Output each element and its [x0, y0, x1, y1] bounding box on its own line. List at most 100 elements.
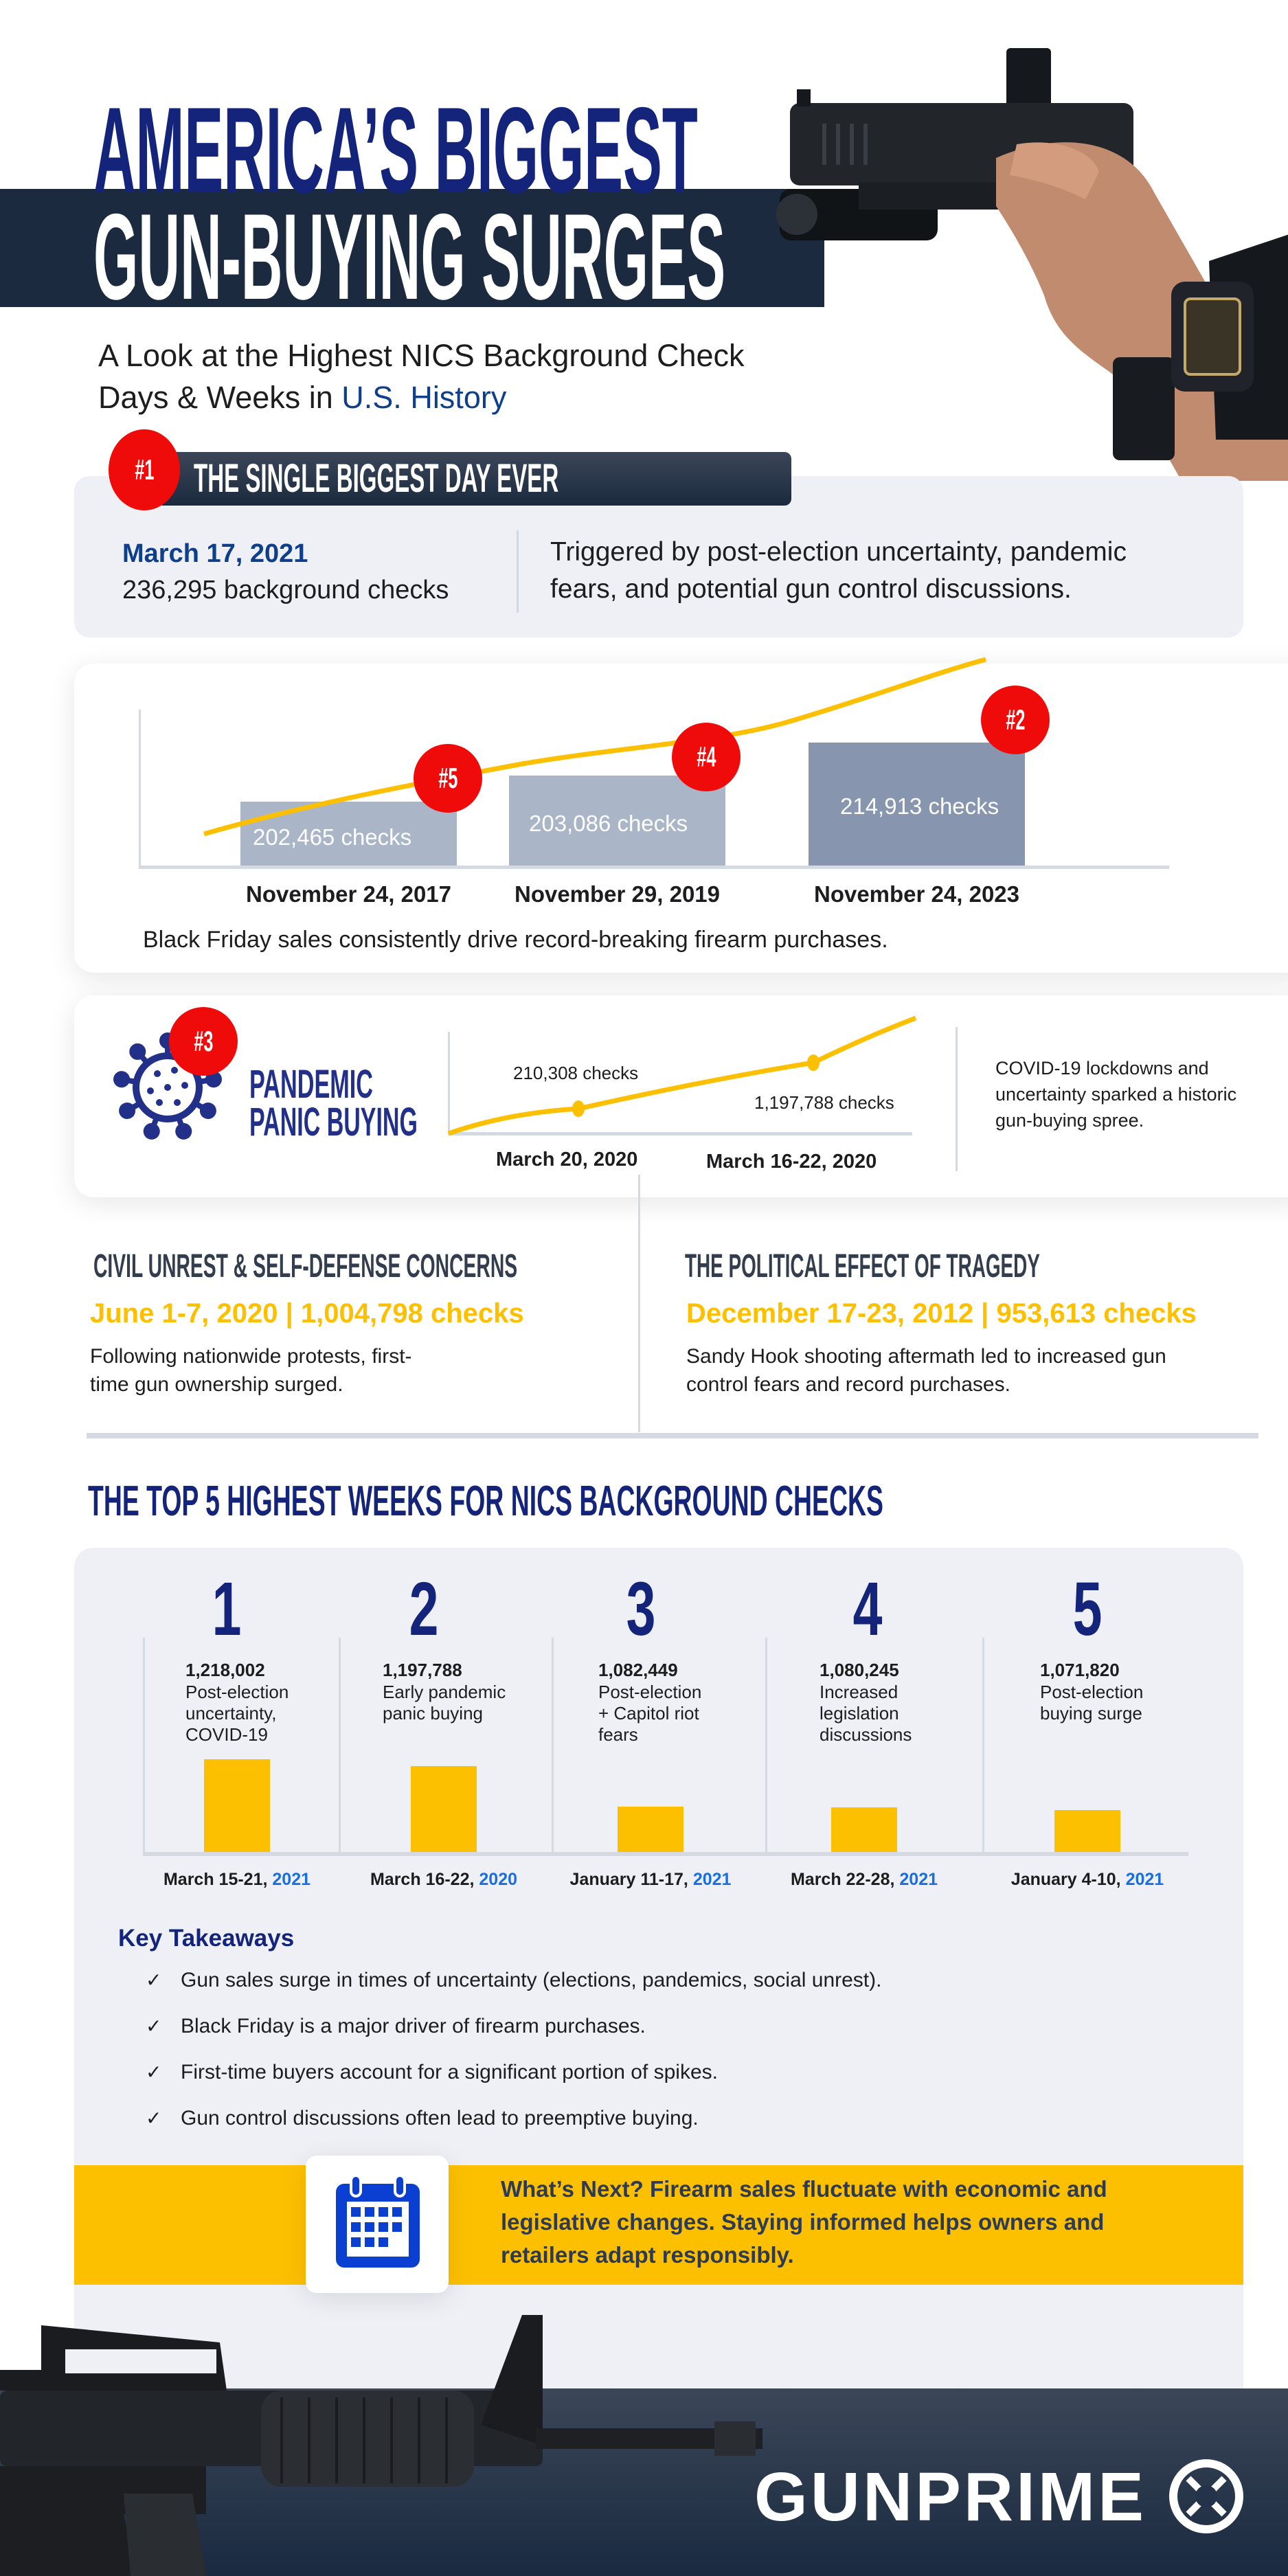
pandemic-trend: [447, 1015, 917, 1136]
rank-number: 4: [852, 1567, 883, 1651]
column-divider: [765, 1638, 767, 1853]
rank-badge-5: #5: [414, 744, 482, 813]
biggest-day-date: March 17, 2021: [122, 539, 308, 568]
week-date: March 22-28, 2021: [775, 1870, 953, 1890]
subtitle-line-1: A Look at the Highest NICS Background Ch…: [98, 338, 745, 373]
date-label-2023: November 24, 2023: [813, 881, 1019, 907]
subtitle-plain: Days & Weeks in: [98, 380, 342, 415]
rank-badge-text: #1: [134, 453, 155, 486]
whats-next-band: [74, 2165, 1243, 2285]
takeaway-item: Gun sales surge in times of uncertainty …: [181, 1969, 882, 1991]
crosshair-logo-icon: [1169, 2459, 1243, 2533]
pandemic-card: [74, 995, 1288, 1197]
takeaways-heading: Key Takeaways: [118, 1925, 295, 1952]
data-point-march-16-22: [807, 1054, 820, 1071]
point-date-2: March 16-22, 2020: [706, 1151, 877, 1173]
rank-number: 1: [212, 1567, 242, 1651]
week-description: buying surge: [1040, 1703, 1142, 1724]
pandemic-description-3: gun-buying spree.: [995, 1110, 1144, 1131]
whats-next-line-2: legislative changes. Staying informed he…: [501, 2209, 1105, 2235]
week-value: 1,071,820: [1040, 1660, 1120, 1680]
whats-next-line-1: What’s Next? Firearm sales fluctuate wit…: [501, 2176, 1107, 2202]
point-label-2: 1,197,788 checks: [754, 1092, 894, 1113]
week-description: Post-election: [185, 1682, 289, 1702]
week-value: 1,082,449: [598, 1660, 678, 1680]
week-bar: [411, 1766, 477, 1853]
check-icon: ✓: [146, 1969, 162, 1991]
date-label-2017: November 24, 2017: [245, 881, 451, 907]
week-value: 1,218,002: [185, 1660, 265, 1680]
civil-unrest-heading: CIVIL UNREST & SELF-DEFENSE CONCERNS: [93, 1248, 518, 1285]
week-value: 1,197,788: [383, 1660, 462, 1680]
takeaway-item: Gun control discussions often lead to pr…: [181, 2107, 699, 2129]
week-description: discussions: [820, 1724, 912, 1745]
column-divider: [143, 1638, 145, 1853]
pistol-hand-image: [776, 48, 1288, 481]
trend-line: [203, 657, 986, 837]
week-value: 1,080,245: [820, 1660, 899, 1680]
chart-baseline: [139, 866, 1169, 869]
takeaway-item: Black Friday is a major driver of firear…: [181, 2015, 646, 2037]
civil-unrest-body-2: time gun ownership surged.: [90, 1373, 343, 1396]
title-band: [0, 189, 824, 307]
week-date-range: January 4-10,: [1010, 1870, 1126, 1889]
pandemic-title-2: PANIC BUYING: [249, 1100, 418, 1144]
takeaway-item: First-time buyers account for a signific…: [181, 2061, 718, 2083]
biggest-day-description-1: Triggered by post-election uncertainty, …: [550, 537, 1127, 567]
point-label-1: 210,308 checks: [513, 1063, 639, 1083]
pandemic-chart-baseline: [448, 1132, 912, 1136]
column-divider: [552, 1638, 554, 1853]
pandemic-title-1: PANDEMIC: [249, 1062, 374, 1107]
rifle-image: [0, 2315, 762, 2576]
rank-badge-1: #1: [109, 429, 180, 510]
week-date-range: March 22-28,: [790, 1870, 900, 1889]
week-description: + Capitol riot: [598, 1703, 699, 1724]
week-bar: [204, 1759, 270, 1853]
biggest-day-description-2: fears, and potential gun control discuss…: [550, 574, 1072, 604]
top5-baseline: [143, 1852, 1188, 1856]
bar-2019: [509, 776, 725, 866]
tragedy-body-1: Sandy Hook shooting aftermath led to inc…: [686, 1345, 1166, 1368]
check-icon: ✓: [146, 2061, 162, 2083]
tragedy-body-2: control fears and record purchases.: [686, 1373, 1010, 1396]
rank-badge-4: #4: [672, 723, 741, 791]
week-date: January 11-17, 2021: [561, 1870, 740, 1890]
week-year: 2021: [899, 1870, 938, 1889]
pandemic-description-1: COVID-19 lockdowns and: [995, 1058, 1209, 1078]
biggest-day-heading: THE SINGLE BIGGEST DAY EVER: [194, 456, 559, 501]
tragedy-heading: THE POLITICAL EFFECT OF TRAGEDY: [685, 1248, 1040, 1285]
biggest-day-checks: 236,295 background checks: [122, 576, 449, 605]
divider: [517, 530, 519, 613]
week-description: uncertainty,: [185, 1703, 277, 1724]
pandemic-chart-axis: [448, 1032, 450, 1135]
virus-icon: [113, 1032, 223, 1142]
week-description: Early pandemic: [383, 1682, 506, 1702]
check-icon: ✓: [146, 2015, 162, 2037]
week-date-range: January 11-17,: [569, 1870, 693, 1889]
point-date-1: March 20, 2020: [496, 1149, 638, 1171]
week-description: fears: [598, 1724, 638, 1745]
column-divider: [638, 1175, 640, 1432]
week-date: March 15-21, 2021: [148, 1870, 326, 1890]
civil-unrest-body-1: Following nationwide protests, first-: [90, 1345, 412, 1368]
week-bar: [1054, 1810, 1120, 1853]
bar-label-2019: 203,086 checks: [529, 811, 688, 836]
column-divider: [982, 1638, 984, 1853]
black-friday-caption: Black Friday sales consistently drive re…: [143, 927, 888, 953]
week-date: January 4-10, 2021: [998, 1870, 1177, 1890]
week-year: 2021: [272, 1870, 311, 1889]
week-description: Post-election: [1040, 1682, 1144, 1702]
biggest-day-banner: [157, 452, 791, 506]
check-icon: ✓: [146, 2108, 162, 2129]
divider: [956, 1027, 958, 1171]
subtitle-highlight: U.S. History: [341, 380, 507, 415]
date-label-2019: November 29, 2019: [514, 881, 720, 907]
week-date: March 16-22, 2020: [354, 1870, 533, 1890]
data-point-march-20: [572, 1100, 585, 1117]
week-description: panic buying: [383, 1703, 483, 1724]
calendar-icon: [336, 2174, 420, 2268]
week-date-range: March 16-22,: [370, 1870, 479, 1889]
bar-label-2017: 202,465 checks: [253, 824, 412, 850]
week-description: legislation: [820, 1703, 899, 1724]
rank-number: 5: [1072, 1567, 1103, 1651]
